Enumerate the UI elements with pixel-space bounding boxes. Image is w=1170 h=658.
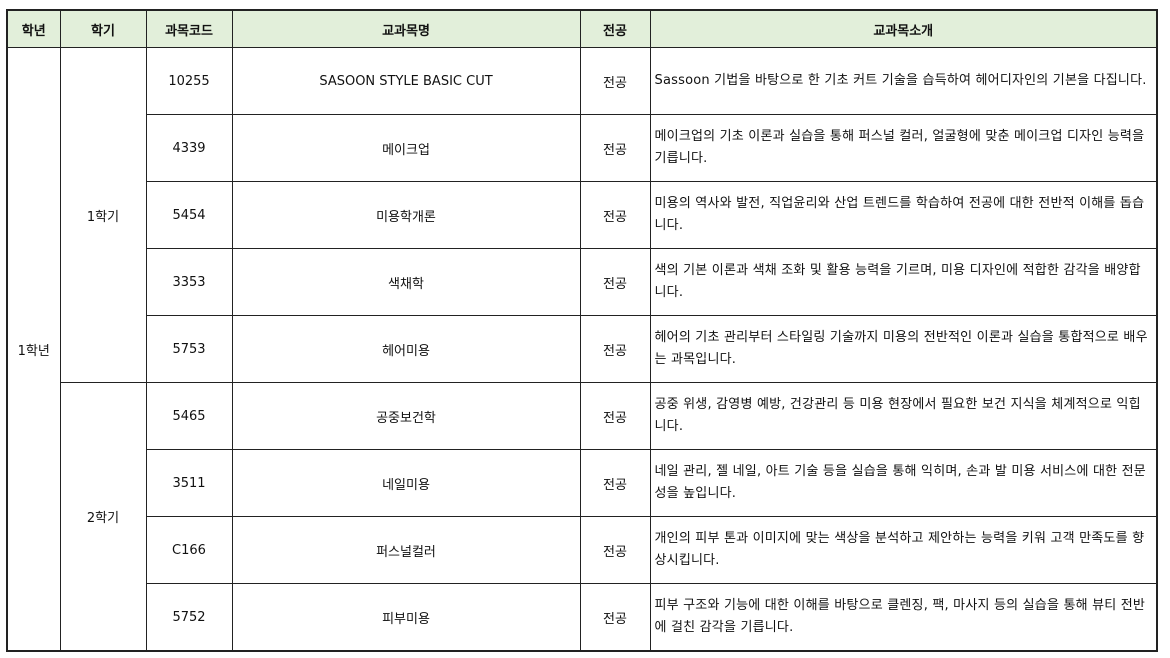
course-name-cell: 메이크업	[231, 114, 581, 182]
course-name-cell: 공중보건학	[231, 382, 581, 450]
major-cell: 전공	[579, 516, 651, 584]
major-cell: 전공	[579, 47, 651, 115]
table-row: 1학년 1학기 10255 SASOON STYLE BASIC CUT 전공 Sasso…	[6, 47, 1158, 652]
table-row: 3353 색채학 전공 색의 기본 이론과 색채 조화 및 활용 능력을 기르며, 미…	[7, 248, 1158, 316]
course-name-cell: 색채학	[231, 248, 581, 316]
table-row: 3511 네일미용 전공 네일 관리, 젤 네일, 아트 기술 등을 실습을 통해 익…	[7, 449, 1158, 517]
header-course-name: 교과목명	[231, 9, 581, 48]
header-year: 학년	[6, 9, 61, 48]
major-cell: 전공	[579, 583, 651, 652]
course-code-cell: C166	[145, 516, 233, 584]
description-cell: Sassoon 기법을 바탕으로 한 기초 커트 기술을 습득하여 헤어디자인의…	[649, 47, 1158, 115]
semester-cell: 1학기	[59, 47, 147, 383]
course-name-cell: 미용학개론	[231, 181, 581, 249]
course-code-cell: 3511	[145, 449, 233, 517]
header-semester: 학기	[59, 9, 147, 48]
table-row: C166 퍼스널컬러 전공 개인의 피부 톤과 이미지에 맞는 색상을 분석하고 제안…	[7, 516, 1158, 584]
major-cell: 전공	[579, 181, 651, 249]
course-name-cell: 퍼스널컬러	[231, 516, 581, 584]
major-cell: 전공	[579, 382, 651, 450]
course-name-cell: 헤어미용	[231, 315, 581, 383]
description-cell: 헤어의 기초 관리부터 스타일링 기술까지 미용의 전반적인 이론과 실습을 통…	[649, 315, 1158, 383]
description-cell: 메이크업의 기초 이론과 실습을 통해 퍼스널 컬러, 얼굴형에 맞춘 메이크업…	[649, 114, 1158, 182]
year-cell: 1학년	[6, 47, 61, 652]
course-code-cell: 4339	[145, 114, 233, 182]
major-cell: 전공	[579, 315, 651, 383]
table-row: 2학기 5465 공중보건학 전공 공중 위생, 감영병 예방, 건강관리 등 미용 현…	[7, 382, 1158, 652]
description-cell: 공중 위생, 감영병 예방, 건강관리 등 미용 현장에서 필요한 보건 지식을…	[649, 382, 1158, 450]
course-code-cell: 5465	[145, 382, 233, 450]
header-description: 교과목소개	[649, 9, 1158, 48]
table-row: 5753 헤어미용 전공 헤어의 기초 관리부터 스타일링 기술까지 미용의 전반적인…	[7, 315, 1158, 383]
major-cell: 전공	[579, 114, 651, 182]
description-cell: 색의 기본 이론과 색채 조화 및 활용 능력을 기르며, 미용 디자인에 적합…	[649, 248, 1158, 316]
major-cell: 전공	[579, 449, 651, 517]
header-course-code: 과목코드	[145, 9, 233, 48]
major-cell: 전공	[579, 248, 651, 316]
course-code-cell: 5753	[145, 315, 233, 383]
course-name-cell: 네일미용	[231, 449, 581, 517]
description-cell: 피부 구조와 기능에 대한 이해를 바탕으로 클렌징, 팩, 마사지 등의 실습…	[649, 583, 1158, 652]
description-cell: 개인의 피부 톤과 이미지에 맞는 색상을 분석하고 제안하는 능력을 키워 고…	[649, 516, 1158, 584]
table-row: 5752 피부미용 전공 피부 구조와 기능에 대한 이해를 바탕으로 클렌징, 팩,…	[7, 583, 1158, 652]
description-cell: 네일 관리, 젤 네일, 아트 기술 등을 실습을 통해 익히며, 손과 발 미…	[649, 449, 1158, 517]
course-code-cell: 3353	[145, 248, 233, 316]
course-name-cell: SASOON STYLE BASIC CUT	[231, 47, 581, 115]
description-cell: 미용의 역사와 발전, 직업윤리와 산업 트렌드를 학습하여 전공에 대한 전반…	[649, 181, 1158, 249]
course-code-cell: 5454	[145, 181, 233, 249]
header-major: 전공	[579, 9, 651, 48]
header-row: 학년 학기 과목코드 교과목명 전공 교과목소개	[6, 9, 1158, 48]
table-row: 4339 메이크업 전공 메이크업의 기초 이론과 실습을 통해 퍼스널 컬러, 얼굴…	[7, 114, 1158, 182]
semester-cell: 2학기	[59, 382, 147, 652]
curriculum-table: 학년 학기 과목코드 교과목명 전공 교과목소개 1학년 1학기 10255 SASO…	[6, 9, 1158, 652]
table-row: 5454 미용학개론 전공 미용의 역사와 발전, 직업윤리와 산업 트렌드를 학습하…	[7, 181, 1158, 249]
course-code-cell: 10255	[145, 47, 233, 115]
course-code-cell: 5752	[145, 583, 233, 652]
course-name-cell: 피부미용	[231, 583, 581, 652]
